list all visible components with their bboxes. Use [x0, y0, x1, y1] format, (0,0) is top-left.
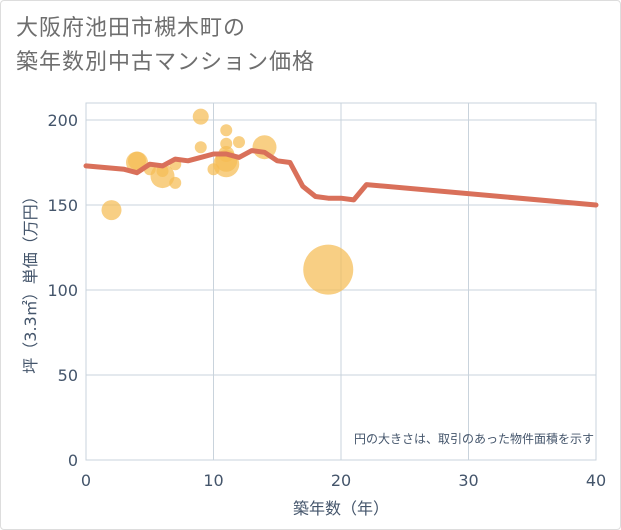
tick-labels: 0 50 100 150 200 0 10 20 30 40: [47, 111, 606, 490]
bubble-point: [169, 176, 182, 189]
x-tick-label: 30: [458, 471, 478, 490]
trend-line-group: [83, 148, 599, 208]
x-tick-label: 40: [586, 471, 606, 490]
y-tick-label: 200: [47, 111, 78, 130]
x-tick-label: 0: [81, 471, 91, 490]
chart-title: 大阪府池田市槻木町の 築年数別中古マンション価格: [16, 12, 315, 80]
x-axis-label: 築年数（年）: [293, 499, 389, 518]
bubble-point: [220, 124, 233, 137]
trend-line: [83, 148, 599, 208]
bubble-point: [194, 141, 207, 154]
y-tick-label: 100: [47, 281, 78, 300]
bubble-point: [192, 108, 209, 125]
y-tick-label: 50: [58, 366, 78, 385]
bubble-point: [233, 136, 245, 149]
bubble-point: [303, 244, 354, 295]
y-tick-label: 0: [68, 451, 78, 470]
x-tick-label: 10: [203, 471, 223, 490]
bubble-point: [101, 200, 122, 221]
x-tick-label: 20: [331, 471, 351, 490]
bubble-size-note: 円の大きさは、取引のあった物件面積を示す: [354, 431, 594, 446]
chart-title-line1: 大阪府池田市槻木町の: [16, 16, 247, 41]
y-tick-label: 150: [47, 196, 78, 215]
bubbles: [101, 108, 354, 295]
y-axis-label: 坪（3.3㎡）単価（万円）: [21, 188, 40, 373]
bubble-point: [128, 151, 146, 170]
chart-title-line2: 築年数別中古マンション価格: [16, 50, 316, 75]
